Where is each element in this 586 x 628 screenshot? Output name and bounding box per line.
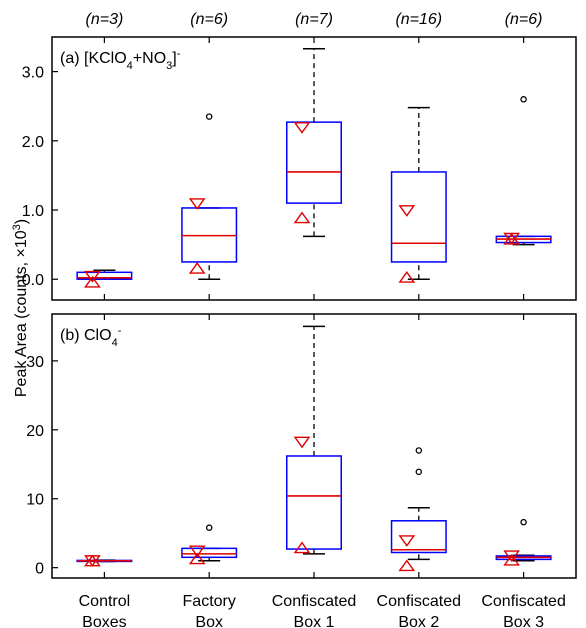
text-part: - — [118, 325, 122, 337]
outlier — [415, 447, 423, 454]
panel-label: (a) [KClO4+NO3]- — [60, 48, 181, 72]
x-tick-label: Confiscated — [377, 593, 462, 610]
up-triangle — [293, 541, 311, 554]
y-tick-label: 20 — [26, 423, 44, 440]
x-tick-label: Boxes — [82, 614, 126, 628]
down-triangle — [398, 205, 416, 217]
text-part: 3 — [11, 224, 23, 230]
y-tick-label: 0 — [35, 561, 44, 578]
up-triangle — [188, 262, 206, 274]
y-tick-label: 10 — [26, 492, 44, 509]
box — [76, 271, 133, 280]
text-part: (a) [KClO — [60, 50, 127, 67]
box — [286, 121, 342, 204]
up-triangle — [188, 552, 206, 565]
down-triangle — [398, 535, 416, 547]
x-tick-label: Confiscated — [481, 593, 566, 610]
y-tick-label: 0.0 — [22, 272, 44, 289]
outlier — [205, 524, 213, 531]
y-axis-label: Peak Area (counts, ×103) — [11, 219, 30, 397]
text-part: 4 — [112, 337, 118, 349]
up-triangle — [84, 275, 101, 288]
y-tick-label: 1.0 — [22, 203, 44, 220]
outlier — [520, 518, 527, 526]
panel-label: (b) ClO4- — [60, 325, 122, 349]
down-triangle — [188, 198, 206, 210]
up-triangle — [398, 271, 416, 283]
box — [286, 455, 342, 550]
box — [181, 547, 238, 559]
outlier — [520, 96, 527, 103]
text-part: Peak Area (counts, ×10 — [13, 230, 30, 397]
up-triangle — [398, 559, 416, 572]
x-tick-label: Box 2 — [398, 614, 439, 628]
text-part: ] — [172, 50, 176, 67]
text-part: 3 — [166, 60, 172, 72]
text-part: ) — [13, 219, 30, 224]
down-triangle — [84, 270, 101, 283]
down-triangle — [503, 550, 520, 563]
outlier — [415, 468, 423, 476]
x-tick-label: Box 1 — [294, 614, 335, 628]
x-tick-label: Control — [79, 593, 131, 610]
n-label: (n=6) — [505, 11, 543, 28]
up-triangle — [503, 553, 520, 566]
box — [390, 171, 447, 263]
n-label: (n=6) — [190, 11, 228, 28]
n-label: (n=7) — [295, 11, 333, 28]
n-label: (n=16) — [395, 11, 442, 28]
n-label: (n=3) — [86, 11, 124, 28]
text-part: +NO — [133, 50, 166, 67]
x-tick-label: Confiscated — [272, 593, 357, 610]
text-part: (b) ClO — [60, 327, 112, 344]
box — [390, 520, 447, 554]
y-tick-label: 3.0 — [22, 65, 44, 82]
up-triangle — [84, 554, 101, 567]
y-tick-label: 2.0 — [22, 134, 44, 151]
text-part: 4 — [127, 60, 133, 72]
down-triangle — [293, 122, 311, 134]
up-triangle — [503, 232, 520, 245]
up-triangle — [293, 211, 311, 224]
x-tick-label: Box 3 — [503, 614, 544, 628]
outlier — [205, 113, 213, 120]
down-triangle — [293, 436, 311, 449]
text-part: - — [177, 48, 181, 60]
y-tick-label: 30 — [26, 354, 44, 371]
down-triangle — [188, 545, 206, 558]
x-tick-label: Box — [195, 614, 223, 628]
x-tick-label: Factory — [183, 593, 236, 610]
